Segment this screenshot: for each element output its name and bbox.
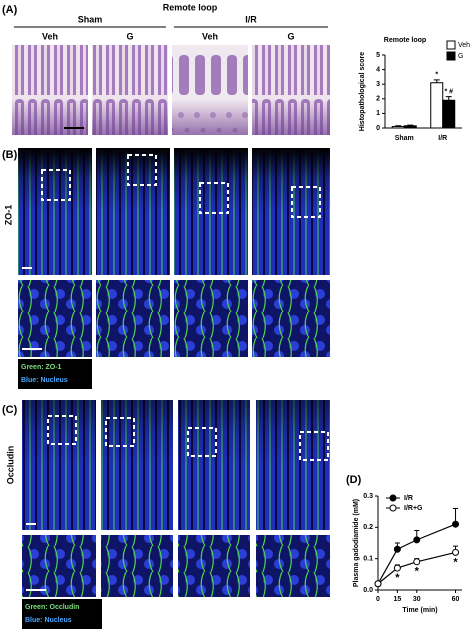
- point: [452, 548, 460, 556]
- stain-label: ZO-1: [3, 205, 13, 226]
- y-tick-label: 2: [376, 96, 380, 103]
- treatment-label: G: [126, 31, 133, 41]
- treatment-label: Veh: [202, 31, 218, 41]
- bar: [442, 99, 456, 129]
- annotation: *: [435, 72, 438, 79]
- y-tick-label: 0: [376, 125, 380, 132]
- y-tick-label: 3: [376, 81, 380, 88]
- panel-label: (B): [2, 149, 18, 161]
- series-line: [377, 551, 456, 585]
- y-tick-label: 0.0: [363, 587, 373, 594]
- point: [413, 536, 421, 544]
- legend-label: Veh: [458, 42, 470, 49]
- y-tick-label: 0.2: [363, 524, 373, 531]
- legend-text: Blue: Nucleus: [21, 377, 68, 384]
- legend-text: Blue: Nucleus: [25, 617, 72, 624]
- significance-mark: *: [453, 556, 458, 568]
- panel-label: (A): [2, 4, 18, 16]
- y-tick-label: 0.1: [363, 556, 373, 563]
- point: [452, 520, 460, 528]
- annotation: * #: [444, 88, 453, 95]
- zo1-images: [18, 148, 330, 389]
- x-tick-label: Sham: [395, 135, 414, 142]
- point: [413, 558, 421, 566]
- bar: [403, 125, 417, 129]
- x-tick-label: 0: [376, 596, 380, 603]
- bar: [391, 126, 405, 129]
- legend-marker: [389, 504, 397, 512]
- x-tick-label: 60: [452, 596, 460, 603]
- legend-text: Green: ZO-1: [21, 364, 62, 371]
- point: [374, 580, 382, 588]
- treatment-label: Veh: [42, 31, 58, 41]
- x-tick-label: 30: [413, 596, 421, 603]
- x-axis-label: Time (min): [402, 607, 437, 614]
- error-bar: [407, 124, 414, 126]
- x-tick-label: 15: [393, 596, 401, 603]
- series-line: [377, 523, 456, 585]
- point: [393, 545, 401, 553]
- treatment-label: G: [287, 31, 294, 41]
- chart-title: Remote loop: [384, 37, 426, 44]
- group-label: I/R: [245, 14, 257, 24]
- legend-swatch: [446, 40, 456, 50]
- bar: [430, 82, 444, 129]
- error-bar: [445, 96, 452, 101]
- stain-label: Occludin: [5, 446, 15, 485]
- legend-swatch: [446, 51, 456, 61]
- panel-label: (C): [2, 404, 18, 416]
- legend-text: Green: Occludin: [25, 604, 79, 611]
- legend-label: G: [458, 53, 463, 60]
- y-tick-label: 5: [376, 52, 380, 59]
- legend-label: I/R+G: [404, 505, 423, 512]
- panel-label: (D): [346, 474, 362, 486]
- significance-mark: *: [395, 572, 400, 584]
- panel-title: Remote loop: [163, 2, 218, 12]
- significance-mark: *: [415, 566, 420, 578]
- y-tick-label: 0.3: [363, 493, 373, 500]
- occludin-images: [22, 400, 330, 629]
- legend-marker: [389, 494, 397, 502]
- y-tick-label: 1: [376, 110, 380, 117]
- group-label: Sham: [78, 14, 103, 24]
- point: [393, 564, 401, 572]
- y-tick-label: 4: [376, 66, 380, 73]
- y-axis-label: Plasma gadodiamide (mM): [353, 499, 360, 587]
- y-axis-label: Histopathological score: [359, 52, 366, 131]
- legend-label: I/R: [404, 495, 413, 502]
- error-bar: [395, 125, 402, 127]
- x-tick-label: I/R: [438, 135, 447, 142]
- error-bar: [433, 79, 440, 83]
- he-images: [12, 45, 330, 135]
